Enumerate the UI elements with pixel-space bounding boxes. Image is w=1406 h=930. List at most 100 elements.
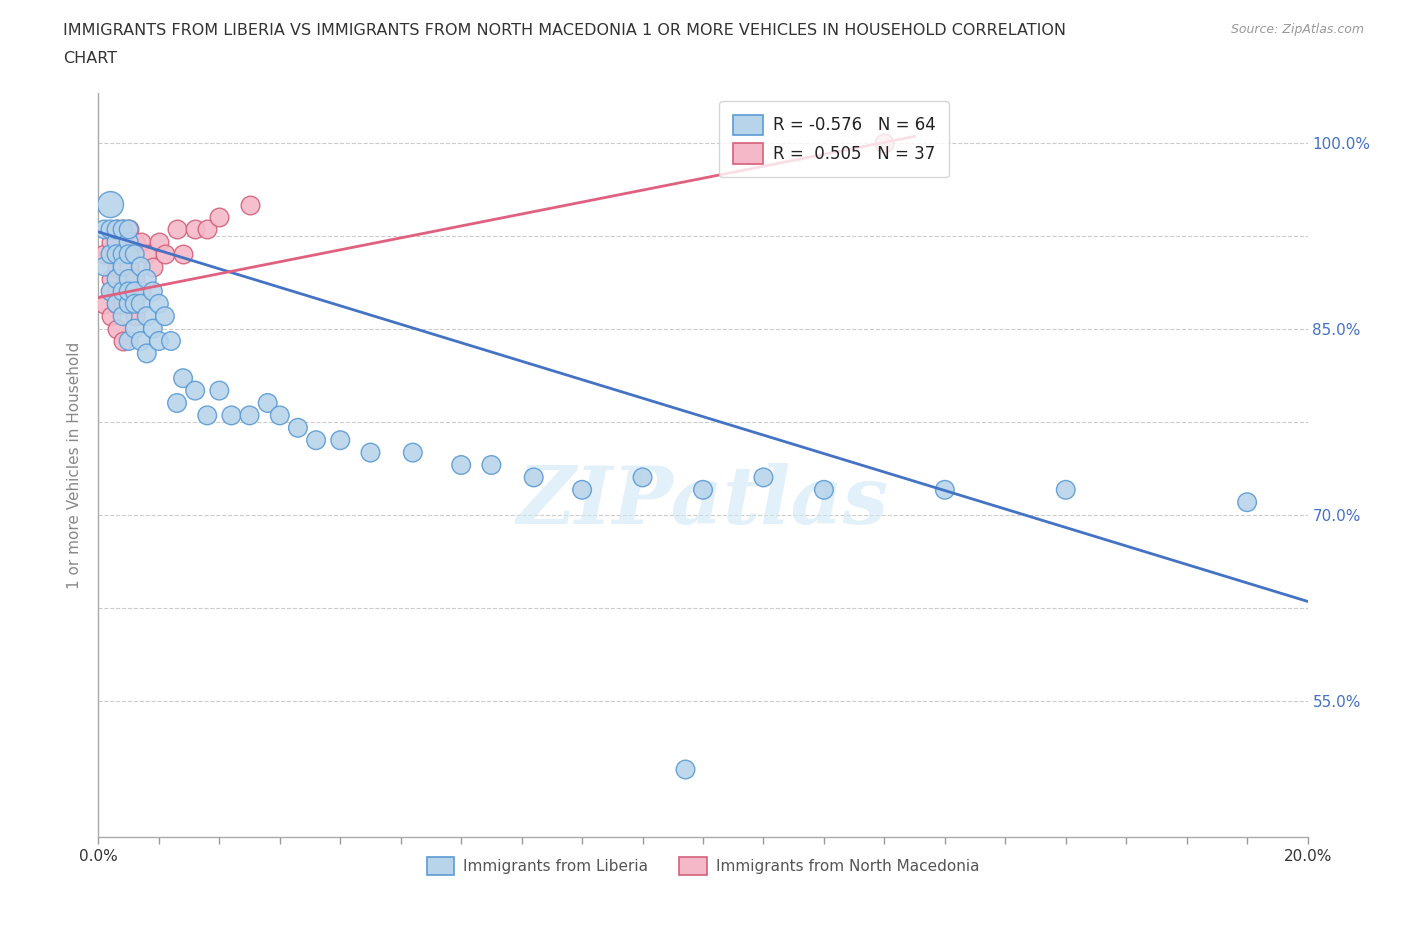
- Point: [105, 321, 128, 336]
- Point: [135, 246, 157, 261]
- Point: [111, 222, 134, 237]
- Text: ZIPatlas: ZIPatlas: [517, 463, 889, 541]
- Point: [124, 272, 146, 286]
- Point: [148, 297, 170, 312]
- Point: [329, 432, 352, 447]
- Point: [160, 334, 183, 349]
- Point: [813, 483, 835, 498]
- Point: [142, 284, 165, 299]
- Legend: Immigrants from Liberia, Immigrants from North Macedonia: Immigrants from Liberia, Immigrants from…: [420, 851, 986, 882]
- Point: [105, 297, 128, 312]
- Point: [269, 408, 291, 423]
- Point: [129, 297, 152, 312]
- Point: [111, 297, 134, 312]
- Point: [105, 222, 128, 237]
- Point: [129, 284, 152, 299]
- Point: [184, 383, 207, 398]
- Point: [153, 246, 176, 261]
- Point: [135, 272, 157, 286]
- Point: [118, 234, 141, 249]
- Point: [142, 321, 165, 336]
- Point: [111, 259, 134, 274]
- Point: [105, 272, 128, 286]
- Point: [100, 309, 122, 324]
- Point: [105, 297, 128, 312]
- Text: Source: ZipAtlas.com: Source: ZipAtlas.com: [1230, 23, 1364, 36]
- Point: [111, 222, 134, 237]
- Point: [100, 284, 122, 299]
- Point: [631, 470, 654, 485]
- Point: [105, 284, 128, 299]
- Point: [129, 259, 152, 274]
- Point: [118, 222, 141, 237]
- Point: [100, 222, 122, 237]
- Point: [402, 445, 425, 460]
- Point: [93, 297, 115, 312]
- Point: [118, 246, 141, 261]
- Point: [111, 246, 134, 261]
- Point: [100, 284, 122, 299]
- Point: [111, 284, 134, 299]
- Point: [305, 432, 328, 447]
- Point: [752, 470, 775, 485]
- Point: [111, 259, 134, 274]
- Point: [124, 309, 146, 324]
- Point: [673, 762, 696, 777]
- Point: [239, 408, 262, 423]
- Point: [93, 259, 115, 274]
- Point: [124, 284, 146, 299]
- Point: [111, 309, 134, 324]
- Point: [148, 334, 170, 349]
- Text: IMMIGRANTS FROM LIBERIA VS IMMIGRANTS FROM NORTH MACEDONIA 1 OR MORE VEHICLES IN: IMMIGRANTS FROM LIBERIA VS IMMIGRANTS FR…: [63, 23, 1066, 38]
- Point: [118, 222, 141, 237]
- Point: [124, 321, 146, 336]
- Point: [124, 234, 146, 249]
- Point: [934, 483, 956, 498]
- Point: [118, 297, 141, 312]
- Point: [172, 246, 194, 261]
- Point: [100, 246, 122, 261]
- Point: [208, 383, 231, 398]
- Point: [239, 197, 262, 212]
- Point: [166, 395, 188, 410]
- Point: [195, 408, 218, 423]
- Point: [221, 408, 243, 423]
- Point: [450, 458, 472, 472]
- Point: [118, 297, 141, 312]
- Point: [135, 309, 157, 324]
- Point: [118, 234, 141, 249]
- Point: [105, 222, 128, 237]
- Point: [184, 222, 207, 237]
- Point: [100, 272, 122, 286]
- Point: [100, 197, 122, 212]
- Point: [287, 420, 309, 435]
- Point: [105, 246, 128, 261]
- Point: [105, 246, 128, 261]
- Point: [1054, 483, 1077, 498]
- Point: [124, 246, 146, 261]
- Point: [142, 259, 165, 274]
- Point: [118, 334, 141, 349]
- Y-axis label: 1 or more Vehicles in Household: 1 or more Vehicles in Household: [67, 341, 83, 589]
- Point: [256, 395, 278, 410]
- Point: [208, 209, 231, 224]
- Point: [105, 234, 128, 249]
- Point: [692, 483, 714, 498]
- Point: [481, 458, 503, 472]
- Point: [523, 470, 546, 485]
- Text: CHART: CHART: [63, 51, 117, 66]
- Point: [153, 309, 176, 324]
- Point: [100, 234, 122, 249]
- Point: [1236, 495, 1258, 510]
- Point: [166, 222, 188, 237]
- Point: [118, 272, 141, 286]
- Point: [571, 483, 593, 498]
- Point: [172, 371, 194, 386]
- Point: [129, 334, 152, 349]
- Point: [93, 246, 115, 261]
- Point: [118, 259, 141, 274]
- Point: [118, 284, 141, 299]
- Point: [195, 222, 218, 237]
- Point: [129, 234, 152, 249]
- Point: [111, 246, 134, 261]
